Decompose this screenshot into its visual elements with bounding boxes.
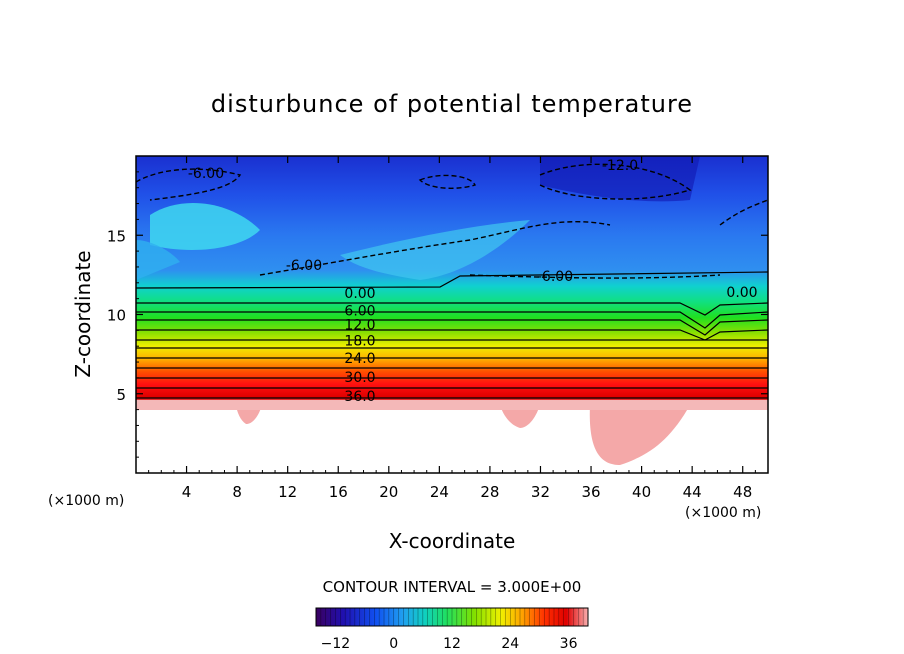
dark-patch bbox=[540, 156, 700, 202]
colorbar-tick-label: 24 bbox=[501, 636, 519, 652]
colorbar-tick-label: −12 bbox=[321, 636, 351, 652]
x-tick-label: 4 bbox=[182, 483, 192, 501]
x-tick-label: 32 bbox=[531, 483, 550, 501]
colorbar-tick-label: 36 bbox=[560, 636, 578, 652]
x-tick-label: 36 bbox=[581, 483, 600, 501]
x-tick-label: 44 bbox=[683, 483, 702, 501]
contour-label: 24.0 bbox=[344, 351, 375, 367]
contour-label: 36.0 bbox=[344, 389, 375, 405]
contour-labels: 36.030.024.018.012.06.000.00-6.00-6.00-6… bbox=[188, 158, 758, 405]
x-unit-left: (×1000 m) bbox=[48, 493, 124, 509]
x-tick-label: 8 bbox=[232, 483, 242, 501]
pink-blob bbox=[500, 405, 540, 428]
y-tick-label: 15 bbox=[107, 227, 126, 245]
x-tick-label: 28 bbox=[480, 483, 499, 501]
negative-contours bbox=[136, 163, 768, 279]
contour-label-right: 0.00 bbox=[726, 285, 757, 301]
colorbar: −12 0 12 24 36 bbox=[315, 607, 589, 652]
pink-blob bbox=[136, 400, 768, 410]
positive-contours bbox=[136, 271, 768, 399]
y-axis-label: Z-coordinate bbox=[71, 250, 95, 377]
contour-label-negative: -6.00 bbox=[286, 258, 322, 274]
y-tick-label: 5 bbox=[116, 386, 126, 404]
contour-label-negative: -12.0 bbox=[602, 158, 638, 174]
pink-blob bbox=[589, 405, 690, 465]
x-tick-label: 16 bbox=[329, 483, 348, 501]
chart-title: disturbunce of potential temperature bbox=[211, 90, 693, 118]
x-tick-label: 40 bbox=[632, 483, 651, 501]
contour-label: 30.0 bbox=[344, 370, 375, 386]
contour-label-negative: -6.00 bbox=[537, 269, 573, 285]
colorbar-tick-label: 0 bbox=[389, 636, 398, 652]
colorbar-tick-label: 12 bbox=[443, 636, 461, 652]
x-tick-label: 20 bbox=[379, 483, 398, 501]
contour-label-negative: -6.00 bbox=[188, 166, 224, 182]
y-tick-label: 10 bbox=[107, 307, 126, 325]
x-axis-label: X-coordinate bbox=[389, 529, 516, 553]
x-tick-label: 12 bbox=[278, 483, 297, 501]
cyan-patch bbox=[150, 203, 260, 250]
cyan-patch bbox=[340, 220, 530, 280]
contour-label: 18.0 bbox=[344, 333, 375, 349]
x-unit-right: (×1000 m) bbox=[685, 505, 761, 521]
contour-label: 6.00 bbox=[344, 303, 375, 319]
contour-interval-text: CONTOUR INTERVAL = 3.000E+00 bbox=[323, 578, 582, 596]
x-tick-label: 48 bbox=[733, 483, 752, 501]
contour-label: 12.0 bbox=[344, 318, 375, 334]
x-tick-label: 24 bbox=[430, 483, 449, 501]
cyan-patch bbox=[136, 240, 180, 280]
contour-label: 0.00 bbox=[344, 286, 375, 302]
plot-area bbox=[136, 156, 768, 473]
